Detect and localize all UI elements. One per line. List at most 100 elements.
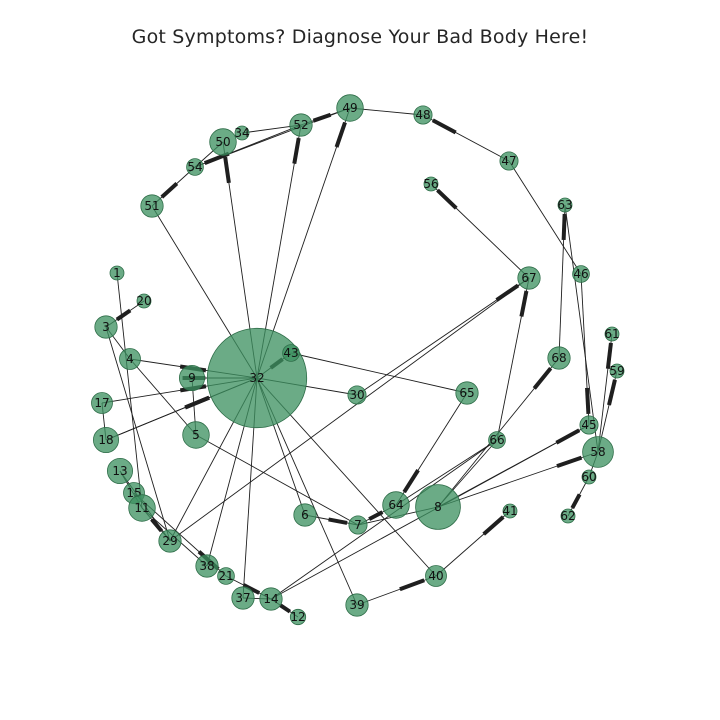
edge-arrow-8-45: [555, 428, 581, 445]
node-label-39: 39: [349, 598, 364, 612]
node-circle-3: [94, 315, 118, 339]
node-circle-61: [604, 326, 620, 342]
node-61: 61: [604, 326, 620, 342]
edge-arrow-66-67: [519, 290, 529, 317]
edge-64-66: [395, 439, 498, 506]
node-label-45: 45: [581, 418, 596, 432]
node-63: 63: [557, 197, 573, 213]
node-circle-11: [128, 494, 156, 522]
node-label-37: 37: [235, 591, 250, 605]
node-label-30: 30: [349, 388, 364, 402]
node-65: 65: [455, 381, 479, 405]
node-41: 41: [502, 503, 518, 519]
node-label-41: 41: [502, 504, 517, 518]
node-circle-8: [415, 484, 461, 530]
node-label-67: 67: [521, 271, 536, 285]
node-circle-60: [581, 469, 597, 485]
node-label-61: 61: [604, 327, 619, 341]
node-circle-62: [560, 508, 576, 524]
node-32: 32: [206, 327, 308, 429]
node-label-58: 58: [590, 445, 605, 459]
node-circle-9: [178, 364, 205, 391]
node-label-54: 54: [187, 160, 202, 174]
node-circle-1: [109, 265, 125, 281]
node-3: 3: [94, 315, 118, 339]
node-56: 56: [423, 176, 439, 192]
node-11: 11: [128, 494, 156, 522]
edge-arrow-20-3: [115, 308, 132, 322]
node-38: 38: [195, 554, 219, 578]
edge-arrow-32-52: [292, 137, 301, 164]
node-43: 43: [282, 344, 300, 362]
node-circle-45: [579, 415, 599, 435]
node-circle-40: [425, 565, 447, 587]
edge-arrow-67-56: [436, 188, 458, 210]
edge-arrow-40-41: [482, 515, 505, 536]
node-label-8: 8: [434, 500, 442, 514]
node-label-51: 51: [144, 199, 159, 213]
edge-arrow-7-64: [368, 510, 384, 521]
node-51: 51: [140, 194, 164, 218]
node-circle-52: [289, 113, 313, 137]
node-20: 20: [136, 293, 152, 309]
node-label-60: 60: [581, 470, 596, 484]
node-7: 7: [348, 515, 368, 535]
edge-29-67: [169, 277, 530, 542]
node-12: 12: [289, 608, 307, 626]
node-label-11: 11: [134, 501, 149, 515]
node-circle-17: [91, 392, 113, 414]
edge-5-7: [195, 434, 359, 526]
node-label-32: 32: [249, 371, 264, 385]
edge-58-63: [564, 204, 599, 453]
node-label-59: 59: [609, 364, 624, 378]
node-5: 5: [182, 421, 210, 449]
node-circle-46: [572, 265, 590, 283]
node-label-65: 65: [459, 386, 474, 400]
node-label-52: 52: [293, 118, 308, 132]
node-label-46: 46: [573, 267, 588, 281]
node-label-13: 13: [112, 464, 127, 478]
node-52: 52: [289, 113, 313, 137]
edge-arrow-58-61: [605, 342, 613, 369]
chart-title: Got Symptoms? Diagnose Your Bad Body Her…: [131, 26, 589, 48]
edge-arrow-32-49: [334, 121, 347, 148]
edge-arrow-32-50: [223, 156, 231, 184]
node-50: 50: [209, 128, 237, 156]
node-59: 59: [609, 363, 625, 379]
node-label-63: 63: [557, 198, 572, 212]
node-30: 30: [347, 385, 367, 405]
node-circle-20: [136, 293, 152, 309]
node-label-14: 14: [263, 592, 278, 606]
node-label-3: 3: [102, 320, 110, 334]
edge-arrow-18-32: [184, 395, 210, 410]
node-label-68: 68: [551, 351, 566, 365]
node-circle-43: [282, 344, 300, 362]
node-circle-30: [347, 385, 367, 405]
node-label-1: 1: [113, 266, 121, 280]
node-circle-18: [93, 426, 120, 453]
node-label-47: 47: [501, 154, 516, 168]
node-label-62: 62: [560, 509, 575, 523]
edge-arrow-49-52: [312, 112, 332, 123]
node-circle-21: [217, 567, 235, 585]
node-46: 46: [572, 265, 590, 283]
edge-arrow-46-45: [585, 387, 591, 415]
node-67: 67: [517, 266, 541, 290]
node-circle-50: [209, 128, 237, 156]
node-circle-12: [289, 608, 307, 626]
node-circle-39: [345, 593, 369, 617]
node-circle-63: [557, 197, 573, 213]
node-circle-34: [234, 125, 250, 141]
edge-arrow-8-58: [556, 455, 583, 468]
node-circle-29: [158, 529, 182, 553]
node-label-17: 17: [94, 396, 109, 410]
node-label-5: 5: [192, 428, 200, 442]
node-circle-13: [107, 457, 134, 484]
node-circle-7: [348, 515, 368, 535]
node-label-12: 12: [290, 610, 305, 624]
node-circle-48: [413, 105, 433, 125]
edge-arrow-68-63: [561, 213, 567, 241]
node-label-34: 34: [234, 126, 249, 140]
node-6: 6: [293, 503, 317, 527]
